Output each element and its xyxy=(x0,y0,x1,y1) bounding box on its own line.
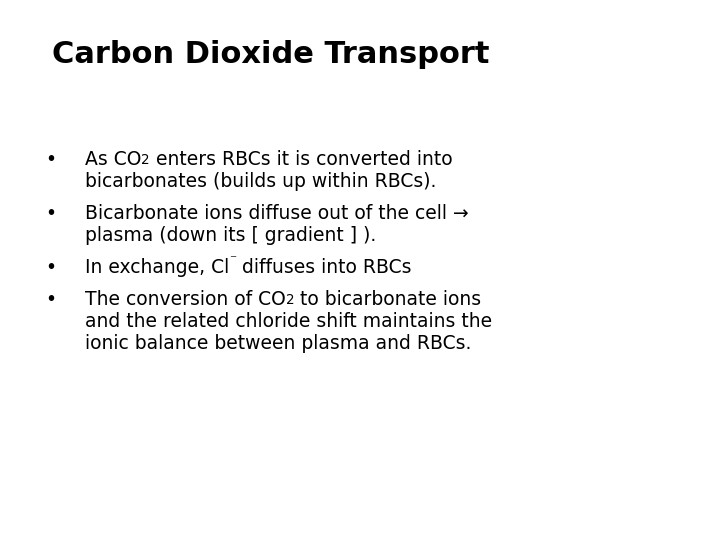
Text: Carbon Dioxide Transport: Carbon Dioxide Transport xyxy=(52,40,490,69)
Text: •: • xyxy=(45,204,56,223)
Text: ⁻: ⁻ xyxy=(229,253,236,267)
Text: to bicarbonate ions: to bicarbonate ions xyxy=(294,290,482,309)
Text: plasma (down its [ gradient ] ).: plasma (down its [ gradient ] ). xyxy=(85,226,377,245)
Text: 2: 2 xyxy=(286,294,294,307)
Text: •: • xyxy=(45,258,56,277)
Text: As CO: As CO xyxy=(85,150,141,169)
Text: The conversion of CO: The conversion of CO xyxy=(85,290,286,309)
Text: Bicarbonate ions diffuse out of the cell →: Bicarbonate ions diffuse out of the cell… xyxy=(85,204,469,223)
Text: •: • xyxy=(45,290,56,309)
Text: ionic balance between plasma and RBCs.: ionic balance between plasma and RBCs. xyxy=(85,334,472,353)
Text: diffuses into RBCs: diffuses into RBCs xyxy=(236,258,412,277)
Text: 2: 2 xyxy=(141,153,150,167)
Text: bicarbonates (builds up within RBCs).: bicarbonates (builds up within RBCs). xyxy=(85,172,436,191)
Text: enters RBCs it is converted into: enters RBCs it is converted into xyxy=(150,150,453,169)
Text: and the related chloride shift maintains the: and the related chloride shift maintains… xyxy=(85,312,492,331)
Text: •: • xyxy=(45,150,56,169)
Text: In exchange, Cl: In exchange, Cl xyxy=(85,258,229,277)
